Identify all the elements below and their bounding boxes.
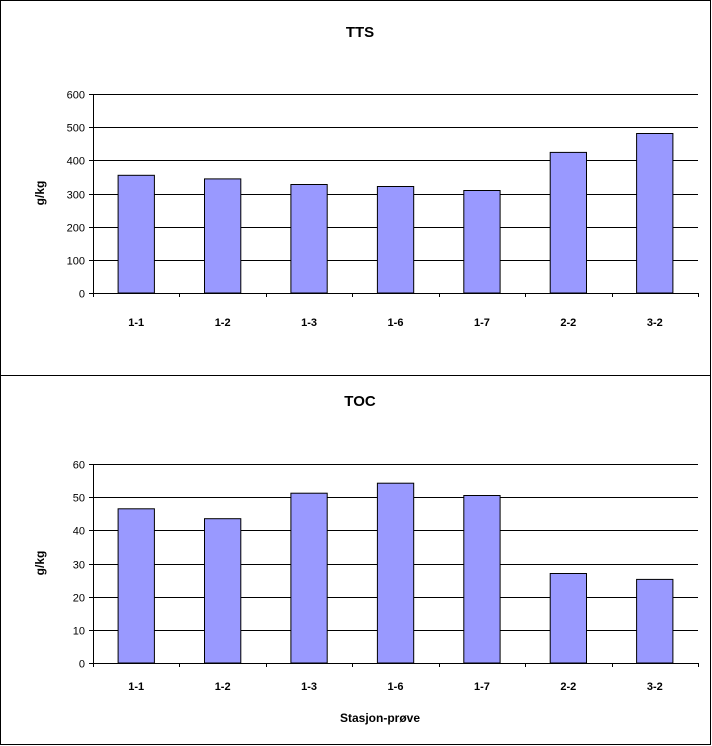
y-tick-label: 40 [73,526,85,538]
x-tick-label: 1-6 [388,317,404,329]
bar-1-7 [463,495,501,664]
bar-1-1 [117,174,155,294]
x-tick-label: 3-2 [647,681,663,693]
axes [89,94,699,297]
x-tick-labels: 1-1 1-2 1-3 1-6 1-7 2-2 3-2 [128,681,662,693]
y-tick-label: 600 [67,90,85,102]
bar-1-1 [117,508,155,664]
chart-toc: TOC g/kg 0 10 20 30 40 50 60 1-1 1-2 1-3 1-6 1-7 2-… [33,393,699,725]
bar-1-6 [376,186,415,294]
x-tick-label: 1-1 [128,317,144,329]
bar-3-2 [636,133,674,294]
y-tick-label: 20 [73,593,85,605]
y-axis-label: g/kg [33,181,47,206]
bar-1-6 [376,482,415,664]
bar-1-2 [204,518,242,664]
x-tick-label: 1-7 [474,317,490,329]
x-tick-label: 1-3 [301,681,317,693]
y-tick-label: 300 [67,190,85,202]
x-tick-label: 1-7 [474,681,490,693]
bar-1-3 [290,492,328,664]
axes [89,464,699,667]
y-tick-label: 30 [73,560,85,572]
y-tick-labels: 0 10 20 30 40 50 60 [73,460,85,671]
y-tick-label: 100 [67,256,85,268]
x-tick-label: 1-2 [215,681,231,693]
chart-title: TTS [346,24,374,41]
x-axis-label: Stasjon-prøve [340,711,420,725]
bar-2-2 [549,151,588,294]
x-tick-label: 1-1 [128,681,144,693]
y-tick-label: 400 [67,156,85,168]
bars [117,133,674,294]
y-tick-label: 60 [73,460,85,472]
y-tick-label: 0 [79,289,85,301]
bar-2-2 [549,573,588,664]
x-tick-label: 2-2 [560,317,576,329]
x-tick-label: 2-2 [560,681,576,693]
x-tick-label: 1-2 [215,317,231,329]
chart-frame-toc [0,375,711,745]
chart-frame-tts [0,0,711,376]
y-tick-label: 200 [67,223,85,235]
x-tick-label: 1-3 [301,317,317,329]
bars [117,482,674,664]
x-tick-label: 1-6 [388,681,404,693]
chart-title: TOC [344,393,376,410]
bar-1-7 [463,190,501,294]
y-tick-labels: 0 100 200 300 400 500 600 [67,90,85,301]
y-axis-label: g/kg [33,551,47,576]
bar-1-2 [204,178,242,294]
y-tick-label: 0 [79,659,85,671]
y-tick-label: 10 [73,626,85,638]
bar-1-3 [290,184,328,294]
x-tick-labels: 1-1 1-2 1-3 1-6 1-7 2-2 3-2 [128,317,662,329]
y-tick-label: 50 [73,493,85,505]
x-tick-label: 3-2 [647,317,663,329]
y-tick-label: 500 [67,123,85,135]
bar-3-2 [636,578,674,664]
